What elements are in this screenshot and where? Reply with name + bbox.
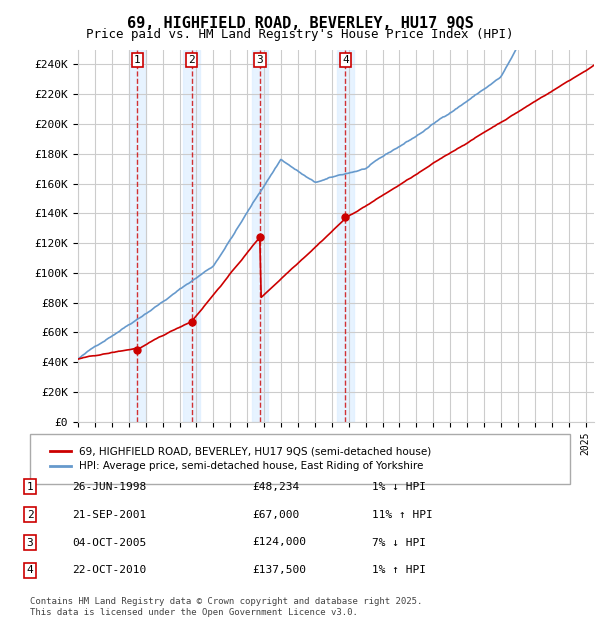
Text: £137,500: £137,500 <box>252 565 306 575</box>
Text: 2: 2 <box>26 510 34 520</box>
Text: 21-SEP-2001: 21-SEP-2001 <box>72 510 146 520</box>
Text: 04-OCT-2005: 04-OCT-2005 <box>72 538 146 547</box>
Text: 1: 1 <box>26 482 34 492</box>
Text: £124,000: £124,000 <box>252 538 306 547</box>
Bar <box>183 50 200 422</box>
FancyBboxPatch shape <box>30 434 570 484</box>
Text: 26-JUN-1998: 26-JUN-1998 <box>72 482 146 492</box>
Text: 11% ↑ HPI: 11% ↑ HPI <box>372 510 433 520</box>
Text: £48,234: £48,234 <box>252 482 299 492</box>
Bar <box>251 50 268 422</box>
Text: 3: 3 <box>257 55 263 65</box>
Legend: 69, HIGHFIELD ROAD, BEVERLEY, HU17 9QS (semi-detached house), HPI: Average price: 69, HIGHFIELD ROAD, BEVERLEY, HU17 9QS (… <box>46 442 436 476</box>
Text: Contains HM Land Registry data © Crown copyright and database right 2025.
This d: Contains HM Land Registry data © Crown c… <box>30 598 422 617</box>
Text: 4: 4 <box>26 565 34 575</box>
Text: 2: 2 <box>188 55 195 65</box>
Text: 3: 3 <box>26 538 34 547</box>
Text: 22-OCT-2010: 22-OCT-2010 <box>72 565 146 575</box>
Text: 4: 4 <box>342 55 349 65</box>
Text: 1: 1 <box>134 55 140 65</box>
Text: 69, HIGHFIELD ROAD, BEVERLEY, HU17 9QS: 69, HIGHFIELD ROAD, BEVERLEY, HU17 9QS <box>127 16 473 30</box>
Text: 7% ↓ HPI: 7% ↓ HPI <box>372 538 426 547</box>
Text: Price paid vs. HM Land Registry's House Price Index (HPI): Price paid vs. HM Land Registry's House … <box>86 28 514 41</box>
Text: 1% ↑ HPI: 1% ↑ HPI <box>372 565 426 575</box>
Bar <box>129 50 146 422</box>
Text: £67,000: £67,000 <box>252 510 299 520</box>
Text: 1% ↓ HPI: 1% ↓ HPI <box>372 482 426 492</box>
Bar <box>337 50 354 422</box>
